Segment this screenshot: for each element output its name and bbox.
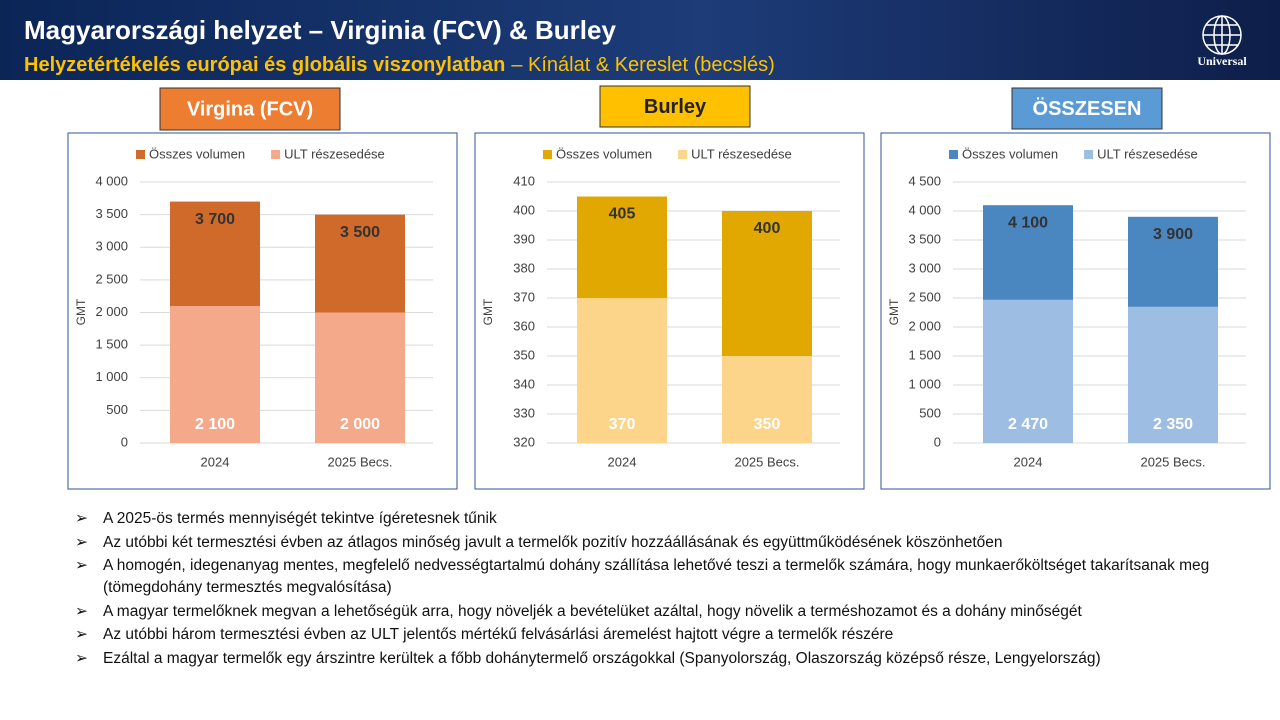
x-tick-label: 2024 bbox=[1014, 454, 1043, 469]
chart-title-box bbox=[1011, 87, 1163, 130]
y-tick-label: 2 500 bbox=[908, 289, 941, 304]
y-tick-label: 320 bbox=[513, 434, 535, 449]
data-label: 2 470 bbox=[1008, 416, 1048, 433]
data-label: 405 bbox=[609, 206, 636, 223]
bullet-list: A 2025-ös termés mennyiségét tekintve íg… bbox=[75, 508, 1275, 671]
y-tick-label: 2 500 bbox=[95, 271, 128, 286]
logo bbox=[1202, 15, 1242, 55]
legend-swatch bbox=[271, 150, 281, 159]
y-tick-label: 2 000 bbox=[908, 318, 941, 333]
legend-swatch bbox=[543, 150, 552, 159]
bullet-item: Ezáltal a magyar termelők egy árszintre … bbox=[75, 648, 1275, 670]
data-label: 3 700 bbox=[195, 211, 235, 228]
y-tick-label: 4 000 bbox=[95, 173, 128, 188]
data-label: 400 bbox=[754, 220, 781, 237]
legend-swatch bbox=[136, 150, 145, 159]
y-tick-label: 400 bbox=[513, 202, 535, 217]
y-tick-label: 2 000 bbox=[95, 304, 128, 319]
bullet-item: A magyar termelőknek megvan a lehetőségü… bbox=[75, 601, 1275, 623]
legend-label: ULT részesedése bbox=[691, 146, 792, 161]
legend-swatch bbox=[1084, 150, 1094, 159]
y-tick-label: 410 bbox=[513, 173, 535, 188]
y-axis-label: GMT bbox=[481, 298, 495, 325]
y-tick-label: 3 500 bbox=[95, 206, 128, 221]
y-tick-label: 1 000 bbox=[95, 369, 128, 384]
data-label: 2 100 bbox=[195, 416, 235, 433]
bar bbox=[983, 299, 1073, 443]
y-tick-label: 3 000 bbox=[908, 260, 941, 275]
x-tick-label: 2025 Becs. bbox=[734, 454, 799, 469]
y-axis-label: GMT bbox=[74, 298, 88, 325]
y-tick-label: 500 bbox=[106, 402, 128, 417]
chart-title: ÖSSZESEN bbox=[1033, 97, 1142, 120]
chart-title-box bbox=[159, 87, 341, 131]
bullet-item: A homogén, idegenanyag mentes, megfelelő… bbox=[75, 555, 1275, 599]
y-axis-label: GMT bbox=[887, 298, 901, 325]
x-tick-label: 2024 bbox=[201, 454, 230, 469]
bar bbox=[722, 356, 812, 443]
y-tick-label: 350 bbox=[513, 347, 535, 362]
y-tick-label: 0 bbox=[121, 434, 128, 449]
data-label: 370 bbox=[609, 416, 636, 433]
y-tick-label: 500 bbox=[919, 405, 941, 420]
bar bbox=[170, 305, 260, 443]
data-label: 2 000 bbox=[340, 416, 380, 433]
bullet-item: Az utóbbi három termesztési évben az ULT… bbox=[75, 624, 1275, 646]
header-band bbox=[0, 0, 1280, 80]
bar bbox=[577, 298, 667, 443]
legend-label: Összes volumen bbox=[556, 146, 652, 161]
slide-subtitle: Helyzetértékelés európai és globális vis… bbox=[24, 54, 775, 76]
x-tick-label: 2025 Becs. bbox=[1140, 454, 1205, 469]
data-label: 350 bbox=[754, 416, 781, 433]
data-label: 3 500 bbox=[340, 224, 380, 241]
y-tick-label: 360 bbox=[513, 318, 535, 333]
legend-swatch bbox=[678, 150, 688, 159]
bullet-item: A 2025-ös termés mennyiségét tekintve íg… bbox=[75, 508, 1275, 530]
x-tick-label: 2025 Becs. bbox=[327, 454, 392, 469]
legend-swatch bbox=[949, 150, 958, 159]
y-tick-label: 380 bbox=[513, 260, 535, 275]
data-label: 2 350 bbox=[1153, 416, 1193, 433]
chart-title: Virgina (FCV) bbox=[187, 98, 313, 120]
x-tick-label: 2024 bbox=[608, 454, 637, 469]
data-label: 4 100 bbox=[1008, 214, 1048, 231]
y-tick-label: 390 bbox=[513, 231, 535, 246]
data-label: 3 900 bbox=[1153, 226, 1193, 243]
y-tick-label: 370 bbox=[513, 289, 535, 304]
bullet-item: Az utóbbi két termesztési évben az átlag… bbox=[75, 532, 1275, 554]
subtitle-rest: – Kínálat & Kereslet (becslés) bbox=[511, 54, 774, 76]
y-tick-label: 3 000 bbox=[95, 239, 128, 254]
legend-label: Összes volumen bbox=[962, 146, 1058, 161]
bar bbox=[315, 312, 405, 443]
chart: Virgina (FCV) 0 500 1 000 1 500 2 000 2 500 3 0… bbox=[67, 87, 458, 490]
y-tick-label: 0 bbox=[934, 434, 941, 449]
legend-label: Összes volumen bbox=[149, 146, 245, 161]
y-tick-label: 4 000 bbox=[908, 202, 941, 217]
slide-title: Magyarországi helyzet – Virginia (FCV) &… bbox=[24, 15, 616, 45]
y-tick-label: 340 bbox=[513, 376, 535, 391]
subtitle-bold: Helyzetértékelés európai és globális vis… bbox=[24, 54, 505, 76]
legend-label: ULT részesedése bbox=[1097, 146, 1198, 161]
y-tick-label: 1 500 bbox=[908, 347, 941, 362]
chart: Burley 320 330 340 350 360 370 380 390 400 410 GMT Ö… bbox=[474, 85, 865, 490]
y-tick-label: 4 500 bbox=[908, 173, 941, 188]
y-tick-label: 3 500 bbox=[908, 231, 941, 246]
y-tick-label: 330 bbox=[513, 405, 535, 420]
chart-title: Burley bbox=[644, 96, 707, 118]
chart-title-box bbox=[599, 85, 751, 128]
bar bbox=[1128, 306, 1218, 443]
logo-text: Universal bbox=[1197, 54, 1247, 68]
chart: ÖSSZESEN 0 500 1 000 1 500 2 000 2 500 3 000 3 5… bbox=[880, 87, 1271, 490]
y-tick-label: 1 000 bbox=[908, 376, 941, 391]
legend-label: ULT részesedése bbox=[284, 146, 385, 161]
y-tick-label: 1 500 bbox=[95, 337, 128, 352]
